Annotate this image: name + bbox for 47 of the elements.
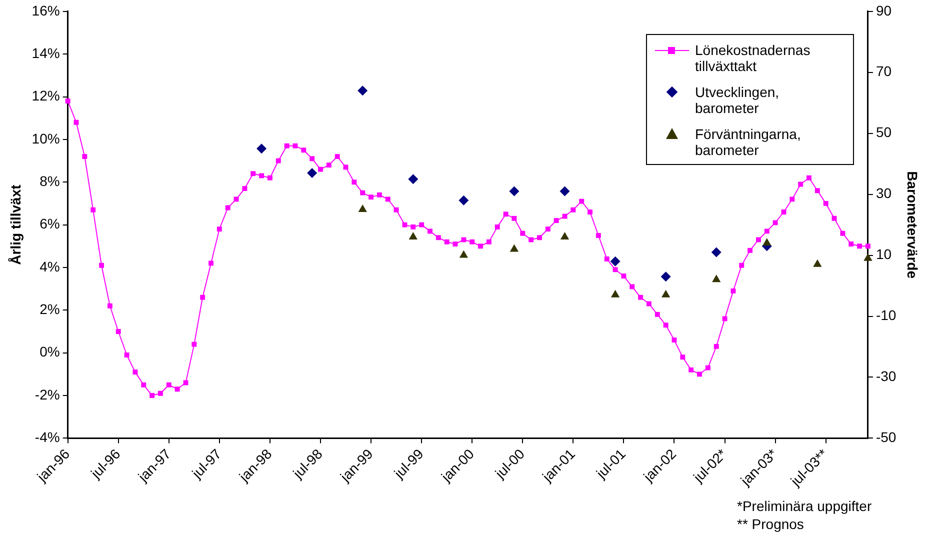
- point: [560, 232, 570, 240]
- y2-tick-label: 30: [876, 185, 892, 202]
- y2-tick-label: 90: [876, 2, 892, 18]
- y-tick-label: 6%: [40, 216, 60, 232]
- legend-label: Utvecklingen, barometer: [695, 84, 780, 116]
- y-tick-label: 0%: [40, 344, 60, 360]
- text: ** Prognos: [737, 515, 805, 533]
- y2-tick-label: 10: [876, 246, 892, 262]
- point: [458, 195, 469, 206]
- y2-tick-label: -30: [876, 368, 896, 384]
- point: [307, 168, 318, 178]
- y-tick-label: 10%: [32, 130, 60, 146]
- point: [610, 290, 620, 298]
- y2-tick-label: -10: [876, 307, 896, 324]
- y2-tick-label: 50: [876, 124, 892, 140]
- y2-tick-label: -50: [876, 429, 896, 446]
- legend-label: Lönekostnadernas tillväxttakt: [695, 42, 812, 74]
- point: [358, 86, 368, 96]
- point: [560, 186, 570, 196]
- point: [660, 272, 671, 282]
- point: [762, 238, 772, 246]
- point: [459, 250, 468, 258]
- y-tick-label: 16%: [32, 2, 60, 18]
- y-tick-label: 2%: [40, 301, 60, 318]
- point: [610, 256, 620, 266]
- y-tick-label: 8%: [40, 172, 60, 189]
- y-tick-label: 12%: [32, 88, 60, 104]
- point: [712, 274, 721, 282]
- point: [256, 144, 267, 154]
- point: [711, 247, 722, 258]
- y-tick-label: -2%: [34, 386, 60, 402]
- text: *Preliminära uppgifter: [737, 497, 872, 515]
- point: [408, 232, 418, 240]
- y-tick-label: 4%: [40, 258, 60, 274]
- point: [661, 290, 670, 298]
- point: [510, 244, 519, 252]
- point: [813, 259, 822, 267]
- y-axis-title: Årlig tillväxt: [7, 184, 24, 265]
- legend-label: Förväntningarna, barometer: [695, 126, 802, 158]
- y-tick-label: 14%: [32, 44, 60, 61]
- point: [358, 204, 367, 212]
- y2-axis-title: Barometervärde: [904, 171, 921, 279]
- y2-tick-label: 70: [876, 63, 892, 80]
- point: [864, 253, 872, 261]
- point: [509, 186, 520, 196]
- y-tick-label: -4%: [34, 429, 60, 446]
- point: [408, 174, 418, 184]
